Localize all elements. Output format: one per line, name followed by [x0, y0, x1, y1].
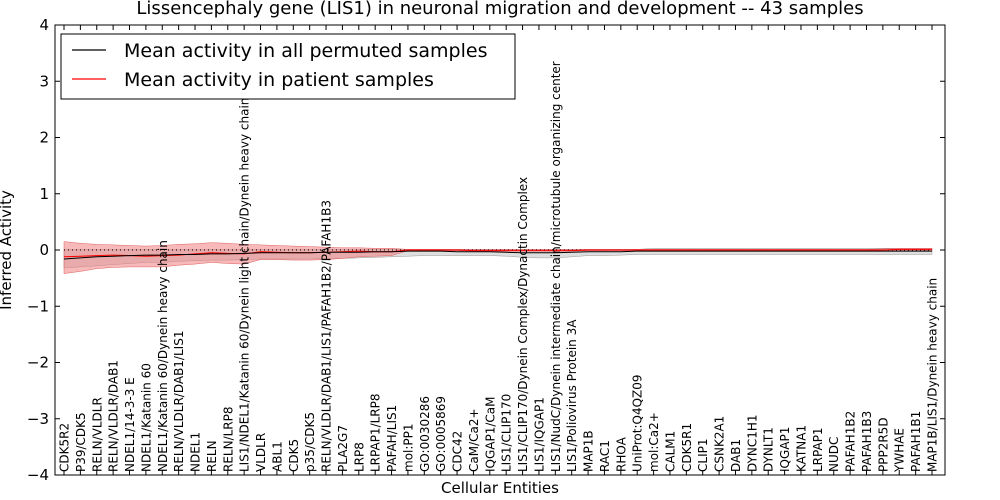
chart-title: Lissencephaly gene (LIS1) in neuronal mi… — [136, 0, 863, 19]
x-tick-label: RELN/VLDLR/DAB1/LIS1/PAFAH1B2/PAFAH1B3 — [320, 200, 334, 472]
x-tick-label: GO:0005869 — [434, 396, 448, 472]
x-tick-label: PPP2R5D — [876, 417, 890, 472]
x-tick-label: KATNA1 — [795, 425, 809, 472]
x-tick-label: NDEL1/14-3-3 E — [123, 377, 137, 472]
x-tick-label: CDK5 — [287, 439, 301, 472]
y-tick-label: −4 — [27, 466, 49, 484]
x-tick-label: RELN/VLDLR/DAB1 — [107, 360, 121, 472]
x-tick-label: LIS1/CLIP170 — [500, 394, 514, 472]
x-tick-label: LRPAP1/LRP8 — [369, 393, 383, 472]
x-axis: CDK5R2 P39/CDK5 RELN/VLDLR RELN/VLDLR/DAB1 N… — [58, 25, 940, 475]
x-tick-label: LRP8 — [352, 442, 366, 472]
x-tick-label: P39/CDK5 — [74, 412, 88, 472]
x-tick-label: PAFAH/LIS1 — [385, 405, 399, 472]
x-tick-label: CaM/Ca2+ — [467, 408, 481, 472]
x-tick-label: PAFAH1B3 — [860, 411, 874, 472]
x-tick-label: LIS1/IQGAP1 — [532, 397, 546, 472]
x-tick-label: IQGAP1/CaM — [483, 397, 497, 473]
legend: Mean activity in all permuted samples Me… — [60, 33, 516, 100]
x-tick-label: PLA2G7 — [336, 425, 350, 472]
series-line-all-permuted — [63, 250, 932, 260]
x-tick-label: PAFAH1B2 — [844, 411, 858, 472]
y-tick-label: 4 — [39, 16, 49, 34]
y-axis-label: Inferred Activity — [0, 190, 15, 310]
x-tick-label: CSNK2A1 — [713, 416, 727, 472]
x-tick-label: NDEL1/Katanin 60/Dynein heavy chain — [156, 240, 170, 472]
x-tick-label: LRPAP1 — [811, 427, 825, 472]
x-tick-label: CDC42 — [451, 431, 465, 472]
x-tick-label: UniProt:Q4QZ09 — [631, 374, 645, 472]
y-tick-label: 1 — [39, 185, 49, 203]
x-axis-label: Cellular Entities — [441, 479, 559, 497]
x-tick-label: CLIP1 — [696, 439, 710, 472]
x-tick-label: p35/CDK5 — [303, 412, 317, 472]
legend-label-all: Mean activity in all permuted samples — [124, 40, 487, 62]
x-tick-label: CDK5R2 — [58, 423, 72, 472]
bands-layer — [63, 241, 933, 274]
y-axis: 4 3 2 1 0 −1 −2 −3 −4 — [27, 16, 945, 484]
series-line-patient — [63, 248, 932, 258]
x-tick-label: LIS1/NudC/Dynein intermediate chain/micr… — [549, 61, 563, 472]
x-tick-label: LIS1/CLIP170/Dynein Complex/Dynactin Com… — [516, 177, 530, 472]
y-tick-label: −2 — [27, 354, 49, 372]
y-tick-label: 3 — [39, 72, 49, 90]
x-tick-label: MAP1B — [582, 430, 596, 472]
lines-layer — [63, 248, 932, 260]
legend-box — [60, 33, 516, 100]
x-tick-label: NDEL1/Katanin 60 — [139, 363, 153, 472]
x-tick-label: CALM1 — [664, 431, 678, 472]
y-tick-label: −1 — [27, 297, 49, 315]
x-tick-label: GO:0030286 — [418, 396, 432, 472]
x-tick-label: DYNLT1 — [762, 427, 776, 472]
x-tick-label: RHOA — [614, 436, 628, 472]
y-tick-label: −3 — [27, 410, 49, 428]
x-tick-label: PAFAH1B1 — [909, 411, 923, 472]
legend-label-patient: Mean activity in patient samples — [124, 69, 434, 91]
x-tick-label: CDK5R1 — [680, 423, 694, 472]
x-tick-label: IQGAP1 — [778, 427, 792, 472]
x-tick-label: mol:Ca2+ — [647, 412, 661, 472]
x-tick-label: NDEL1 — [189, 432, 203, 472]
x-tick-label: VLDLR — [254, 433, 268, 472]
x-tick-label: RELN — [205, 440, 219, 472]
x-tick-label: LIS1/NDEL1/Katanin 60/Dynein light chain… — [238, 98, 252, 472]
y-tick-label: 0 — [39, 241, 49, 259]
x-tick-label: MAP1B/LIS1/Dynein heavy chain — [926, 278, 940, 472]
x-tick-label: YWHAE — [893, 428, 907, 473]
x-tick-label: RELN/VLDLR — [90, 397, 104, 472]
x-tick-label: DYNC1H1 — [745, 414, 759, 472]
x-tick-label: ABL1 — [270, 441, 284, 472]
y-tick-label: 2 — [39, 129, 49, 147]
x-tick-label: NUDC — [827, 437, 841, 472]
band-patient — [63, 241, 933, 274]
x-tick-label: mol:PP1 — [401, 423, 415, 472]
x-tick-label: RAC1 — [598, 440, 612, 472]
x-tick-label: RELN/VLDLR/DAB1/LIS1 — [172, 331, 186, 472]
x-tick-label: DAB1 — [729, 439, 743, 472]
x-tick-label: LIS1/Poliovirus Protein 3A — [565, 319, 579, 472]
x-tick-label: RELN/LRP8 — [221, 406, 235, 472]
